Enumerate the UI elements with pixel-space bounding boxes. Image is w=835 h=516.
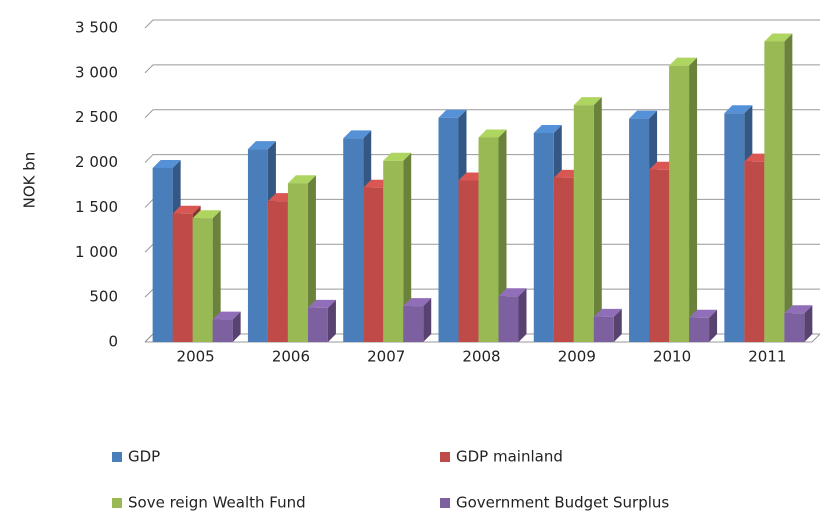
bar — [267, 201, 288, 342]
grid-line — [144, 109, 820, 119]
y-axis-label: NOK bn — [21, 152, 39, 209]
bar-top — [784, 305, 813, 314]
bar-top — [287, 175, 316, 184]
floor-side — [811, 333, 821, 343]
legend-swatch — [440, 498, 450, 508]
bar-side — [403, 152, 412, 342]
bar-top — [573, 97, 602, 106]
bar — [172, 213, 193, 342]
bar-top — [212, 311, 241, 320]
bar-top — [438, 109, 467, 118]
y-tick-label: 2 500 — [75, 108, 118, 126]
bar — [669, 65, 690, 343]
bar-top — [669, 57, 698, 66]
y-tick-label: 0 — [108, 333, 118, 351]
x-tick-label: 2006 — [272, 348, 310, 366]
bar-side — [498, 129, 507, 342]
bar-side — [613, 308, 622, 342]
bar-top — [172, 205, 201, 214]
bar — [498, 296, 519, 342]
bar-side — [327, 299, 336, 342]
bar — [383, 160, 404, 342]
bar — [593, 316, 614, 342]
bar — [192, 218, 213, 342]
bar-side — [593, 97, 602, 342]
bar-top — [724, 105, 753, 114]
y-tick-label: 500 — [89, 288, 118, 306]
bar-top — [593, 308, 622, 317]
grid-line — [144, 19, 820, 29]
legend-label: Government Budget Surplus — [456, 494, 669, 512]
grid-line — [144, 64, 820, 74]
x-tick-label: 2010 — [653, 348, 691, 366]
bar — [689, 317, 710, 342]
legend-swatch — [112, 498, 122, 508]
bar-top — [403, 298, 432, 307]
bar — [152, 167, 173, 342]
bar-side — [518, 288, 527, 342]
x-tick-label: 2011 — [748, 348, 786, 366]
bar-side — [307, 175, 316, 342]
bar — [629, 118, 650, 343]
legend-swatch — [112, 452, 122, 462]
bar-top — [247, 141, 276, 150]
legend-swatch — [440, 452, 450, 462]
x-tick-label: 2007 — [367, 348, 405, 366]
bar-top — [533, 124, 562, 133]
bar-top — [192, 210, 221, 219]
bar — [649, 169, 670, 342]
bar — [478, 137, 499, 342]
bar-side — [709, 309, 718, 342]
bar-top — [383, 152, 412, 161]
bar-side — [804, 305, 813, 342]
bar — [573, 105, 594, 342]
legend-label: GDP mainland — [456, 448, 563, 466]
bar — [784, 313, 805, 342]
bar-top — [478, 129, 507, 138]
y-tick-label: 1 500 — [75, 198, 118, 216]
bar — [247, 149, 268, 342]
y-tick-label: 3 000 — [75, 63, 118, 81]
bar-side — [232, 311, 241, 342]
bar-top — [629, 110, 658, 119]
bar — [307, 307, 328, 342]
y-tick-label: 2 000 — [75, 153, 118, 171]
x-tick-label: 2005 — [177, 348, 215, 366]
bar-top — [764, 33, 793, 42]
bar-side — [784, 33, 793, 342]
bar — [533, 132, 554, 342]
bar — [553, 177, 574, 342]
bar — [438, 117, 459, 342]
bar-side — [423, 298, 432, 342]
legend-label: GDP — [128, 448, 160, 466]
x-tick-label: 2009 — [558, 348, 596, 366]
bar — [764, 41, 785, 342]
bar-side — [212, 210, 221, 342]
bar — [744, 161, 765, 342]
y-tick-label: 3 500 — [75, 19, 118, 37]
bar — [724, 113, 745, 342]
bar-top — [689, 309, 718, 318]
bar — [212, 319, 233, 342]
bar — [403, 306, 424, 342]
bar — [458, 180, 479, 342]
bar — [287, 183, 308, 342]
bar-top — [498, 288, 527, 297]
bar — [343, 138, 364, 342]
bar-side — [689, 57, 698, 343]
bar-top — [152, 159, 181, 168]
x-tick-label: 2008 — [462, 348, 500, 366]
bar-top — [307, 299, 336, 308]
y-tick-label: 1 000 — [75, 243, 118, 261]
bar-top — [343, 130, 372, 139]
bar — [363, 187, 384, 342]
legend-label: Sove reign Wealth Fund — [128, 494, 306, 512]
